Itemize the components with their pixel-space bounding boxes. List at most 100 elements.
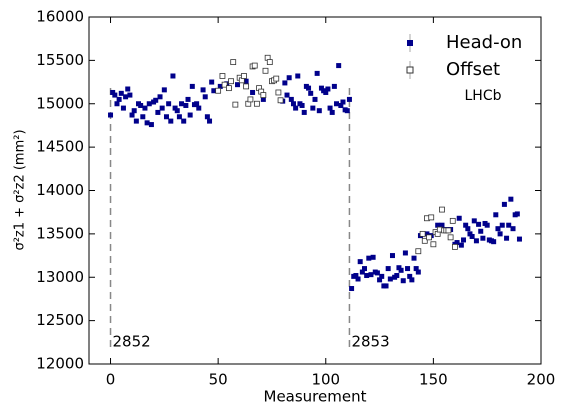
point — [394, 273, 400, 279]
point — [306, 85, 312, 91]
point — [447, 234, 454, 241]
point — [355, 276, 361, 282]
point — [282, 80, 288, 86]
point — [439, 206, 445, 213]
point — [148, 122, 154, 128]
point — [402, 250, 408, 256]
point — [209, 79, 215, 85]
point — [400, 278, 406, 284]
y-axis-label: σ²z1 + σ²z2 (mm²) — [13, 129, 28, 250]
y-tick-label: 14000 — [36, 181, 84, 199]
x-tick-label: 200 — [527, 371, 556, 389]
point — [357, 259, 363, 265]
point — [204, 114, 210, 120]
point — [277, 97, 284, 104]
point — [200, 87, 206, 93]
point — [219, 73, 226, 79]
point — [251, 62, 258, 69]
point — [415, 248, 422, 255]
y-tick-label: 15000 — [36, 94, 84, 112]
y-tick-label: 14500 — [36, 138, 84, 156]
point — [215, 87, 222, 94]
point — [349, 286, 355, 292]
point — [241, 73, 247, 79]
point — [232, 101, 239, 108]
point — [123, 94, 129, 100]
point — [144, 120, 150, 126]
point — [476, 221, 482, 227]
point — [353, 273, 359, 279]
point — [368, 272, 374, 278]
point — [497, 231, 503, 237]
point — [112, 92, 118, 98]
point — [491, 239, 497, 245]
y-tick-label: 13000 — [36, 268, 84, 286]
point — [478, 228, 484, 234]
point — [510, 226, 516, 232]
y-tick-label: 13500 — [36, 224, 84, 242]
point — [266, 59, 273, 66]
point — [467, 231, 473, 237]
point — [338, 102, 344, 108]
point — [499, 222, 505, 228]
point — [471, 218, 477, 224]
point — [293, 105, 299, 111]
point — [318, 85, 324, 91]
point — [217, 83, 223, 89]
point — [243, 83, 250, 90]
point — [480, 235, 486, 241]
point — [129, 112, 135, 118]
point — [449, 217, 456, 224]
point — [310, 105, 316, 111]
point — [435, 222, 441, 228]
point — [312, 96, 318, 102]
point — [389, 253, 395, 259]
point — [140, 114, 146, 120]
legend-label: Head-on — [446, 32, 522, 53]
point — [458, 242, 464, 248]
y-tick-label: 12000 — [36, 355, 84, 373]
point — [484, 222, 490, 228]
point — [469, 233, 475, 239]
point — [299, 102, 305, 108]
point — [295, 73, 301, 79]
point — [159, 105, 165, 111]
point — [133, 118, 139, 124]
point — [179, 101, 185, 107]
x-axis-label: Measurement — [264, 388, 367, 406]
point — [456, 215, 462, 221]
y-tick-label: 16000 — [36, 8, 84, 26]
x-tick-label: 150 — [419, 371, 448, 389]
point — [374, 270, 380, 276]
point — [327, 105, 333, 111]
point — [110, 89, 116, 95]
point — [118, 90, 124, 96]
point — [461, 237, 467, 243]
point — [185, 96, 191, 102]
point — [250, 89, 256, 95]
point — [260, 96, 266, 102]
point — [493, 212, 499, 218]
fill-label: 2852 — [113, 333, 151, 351]
legend-marker — [407, 40, 413, 46]
point — [127, 92, 133, 98]
point — [508, 196, 514, 202]
point — [405, 266, 411, 272]
point — [189, 83, 195, 89]
point — [419, 230, 426, 237]
point — [344, 108, 350, 114]
point — [336, 63, 342, 69]
point — [211, 88, 217, 94]
point — [334, 101, 340, 107]
point — [430, 241, 437, 248]
point — [506, 222, 512, 228]
point — [108, 112, 114, 118]
legend-marker — [406, 66, 414, 74]
point — [157, 94, 163, 100]
point — [163, 114, 169, 120]
point — [146, 101, 152, 107]
point — [415, 269, 421, 275]
point — [125, 86, 131, 92]
point — [153, 97, 159, 103]
